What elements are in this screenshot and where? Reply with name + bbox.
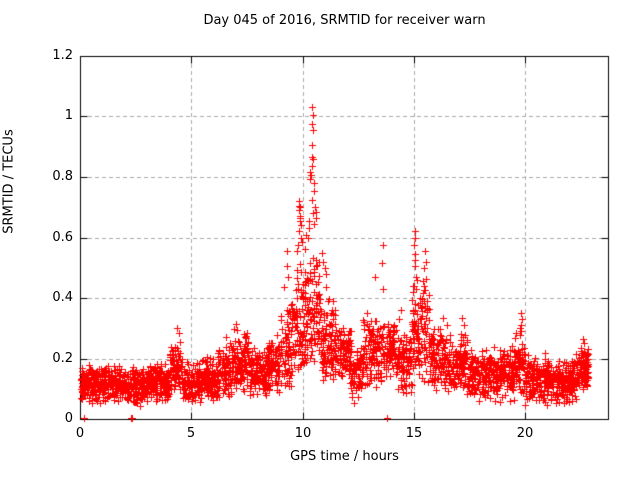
y-tick-label: 0.6 <box>52 230 73 245</box>
y-tick-label: 0.2 <box>52 351 73 366</box>
y-axis-label-text: SRMTID / TECUs <box>1 129 17 234</box>
y-tick-label: 0 <box>64 411 73 426</box>
y-tick-label: 1.2 <box>52 48 73 63</box>
chart-title: Day 045 of 2016, SRMTID for receiver war… <box>203 13 486 28</box>
y-tick-label: 0.4 <box>52 290 73 305</box>
x-tick-label: 15 <box>405 426 423 441</box>
x-tick-label: 10 <box>294 426 312 441</box>
y-tick-label: 1 <box>64 108 73 123</box>
y-tick-label: 0.8 <box>52 169 73 184</box>
x-tick-label: 5 <box>186 426 196 441</box>
x-tick-label: 20 <box>516 426 534 441</box>
x-axis-label: GPS time / hours <box>290 449 399 464</box>
x-tick-label: 0 <box>75 426 85 441</box>
